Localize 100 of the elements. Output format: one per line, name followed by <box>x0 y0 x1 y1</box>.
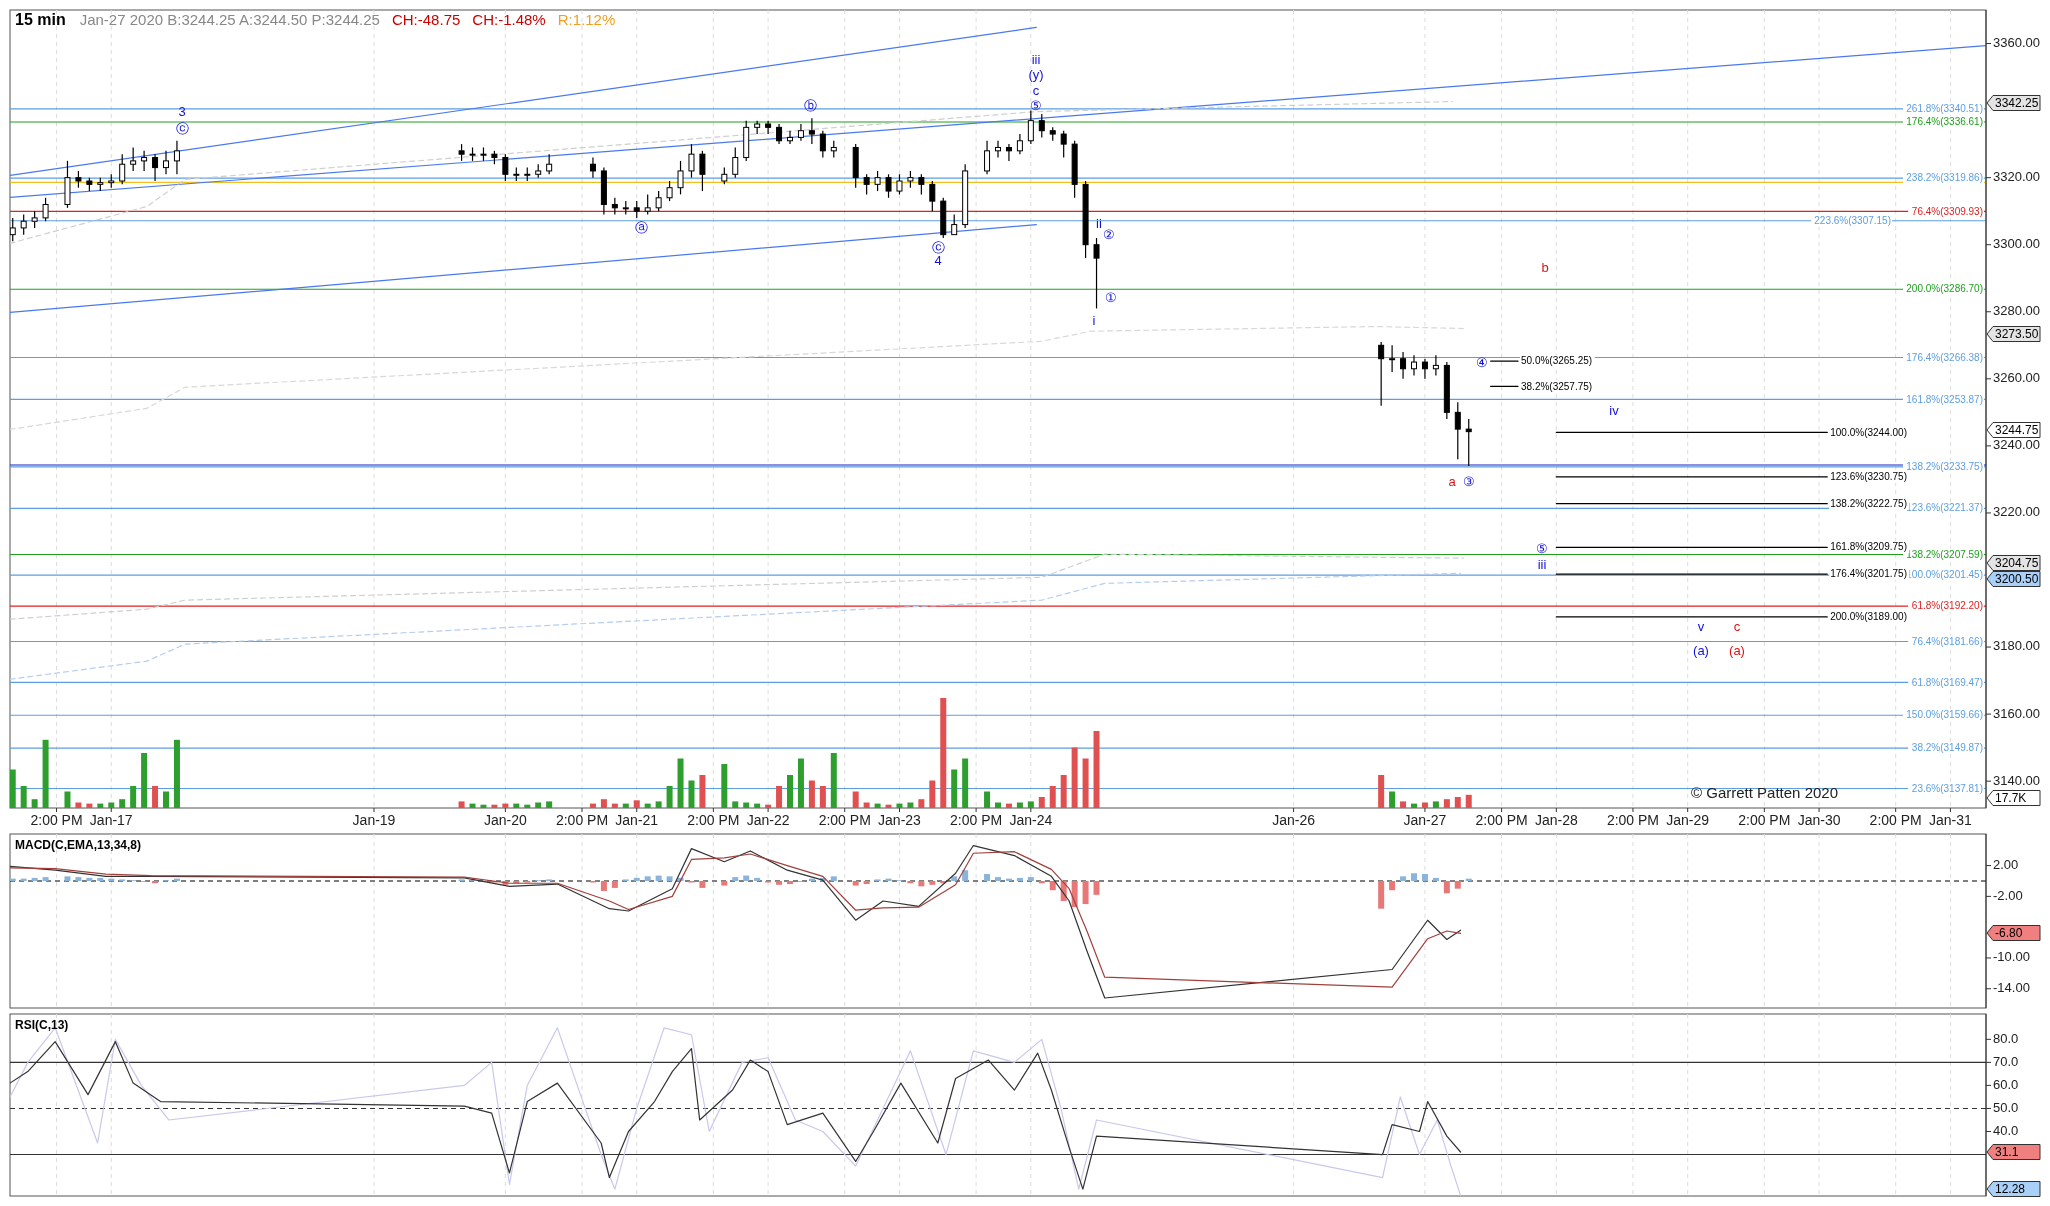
annotation: ⓑ <box>803 98 817 114</box>
y-tick-label: 3160.00 <box>1993 705 2040 721</box>
y-tick-label: 3180.00 <box>1993 638 2040 654</box>
ref-line-label: 238.2%(3319.86) <box>1906 172 1983 184</box>
x-tick-label: 2:00 PM <box>1738 812 1791 828</box>
y-tick-label: 3240.00 <box>1993 437 2040 453</box>
x-tick-label: 2:00 PM <box>30 812 83 828</box>
annotation: i <box>1092 313 1096 329</box>
series-label: 38.2%(3257.75) <box>1521 380 1593 392</box>
y-tick-label: 40.0 <box>1993 1122 2019 1138</box>
x-tick-label: Jan-17 <box>89 812 133 828</box>
series-label: 138.2%(3222.75) <box>1830 497 1907 509</box>
ref-line-label: 38.2%(3149.87) <box>1911 742 1983 754</box>
y-tick-label: 60.0 <box>1993 1076 2019 1092</box>
ref-line-label: 176.4%(3266.38) <box>1906 351 1983 363</box>
text: 3342.25 <box>1995 95 2039 110</box>
ref-line-label: 138.2%(3207.59) <box>1906 548 1983 560</box>
x-tick-label: Jan-26 <box>1272 812 1316 828</box>
series-label: 161.8%(3209.75) <box>1830 541 1907 553</box>
x-tick-label: Jan-24 <box>1009 812 1053 828</box>
ref-line-label: 61.8%(3169.47) <box>1911 676 1983 688</box>
x-tick-label: Jan-20 <box>483 812 527 828</box>
annotation: c <box>1032 83 1040 99</box>
x-tick-label: Jan-19 <box>352 812 396 828</box>
annotation: ② <box>1103 227 1115 243</box>
x-tick-label: 2:00 PM <box>687 812 740 828</box>
ref-line-label: 123.6%(3221.37) <box>1906 502 1983 514</box>
y-tick-label: 3360.00 <box>1993 34 2040 50</box>
y-tick-label: 80.0 <box>1993 1030 2019 1046</box>
annotation: ii <box>1096 216 1102 232</box>
ref-line-label: 176.4%(3336.61) <box>1906 116 1983 128</box>
series-label: 100.0%(3244.00) <box>1830 426 1907 438</box>
annotation: © Garrett Patten 2020 <box>1691 784 1838 801</box>
ref-line-label: 23.6%(3137.81) <box>1911 782 1983 794</box>
x-tick-label: 2:00 PM <box>1606 812 1660 828</box>
annotation: ⓒ <box>175 121 189 137</box>
annotation: ⓐ <box>634 220 648 236</box>
annotation: ⑤ <box>1030 98 1042 114</box>
annotation: R:1.12% <box>557 11 616 28</box>
ref-line-label: 200.0%(3286.70) <box>1906 283 1983 295</box>
x-tick-label: 2:00 PM <box>1869 812 1922 828</box>
annotation: ① <box>1105 290 1117 306</box>
x-tick-label: Jan-30 <box>1797 812 1841 828</box>
y-tick-label: -10.00 <box>1993 949 2030 965</box>
y-tick-label: 3140.00 <box>1993 772 2040 788</box>
y-tick-label: 50.0 <box>1993 1099 2019 1115</box>
x-tick-label: 2:00 PM <box>818 812 871 828</box>
x-tick-label: Jan-28 <box>1534 812 1578 828</box>
x-tick-label: Jan-29 <box>1666 812 1710 828</box>
chart-title: 15 min <box>15 11 66 28</box>
x-tick-label: Jan-21 <box>615 812 659 828</box>
annotation: iii <box>1031 52 1041 68</box>
y-tick-label: 3260.00 <box>1993 370 2040 386</box>
text: 31.1 <box>1995 1144 2019 1159</box>
x-tick-label: Jan-22 <box>746 812 790 828</box>
x-tick-label: Jan-31 <box>1929 812 1973 828</box>
x-tick-label: Jan-27 <box>1403 812 1447 828</box>
ref-line-label: 100.0%(3201.45) <box>1906 569 1983 581</box>
y-tick-label: -2.00 <box>1993 887 2023 903</box>
annotation: CH:-48.75 <box>391 11 461 28</box>
series-label: 176.4%(3201.75) <box>1830 568 1907 580</box>
ref-line-label: 223.6%(3307.15) <box>1814 214 1891 226</box>
ref-line-label: 138.2%(3233.75) <box>1906 460 1983 472</box>
y-tick-label: 3280.00 <box>1993 303 2040 319</box>
annotation: ③ <box>1463 474 1475 490</box>
annotation: (a) <box>1693 643 1709 659</box>
ref-line-label: 76.4%(3309.93) <box>1911 205 1983 217</box>
ref-line-label: 150.0%(3159.66) <box>1906 709 1983 721</box>
y-tick-label: 2.00 <box>1993 857 2019 872</box>
annotation: a <box>1448 474 1457 490</box>
series-label: 200.0%(3189.00) <box>1830 611 1907 623</box>
x-tick-label: 2:00 PM <box>555 812 609 828</box>
text: 3273.50 <box>1995 326 2039 341</box>
ref-line-label: 76.4%(3181.66) <box>1911 635 1983 647</box>
series-label: 123.6%(3230.75) <box>1830 471 1907 483</box>
chart-title: RSI(C,13) <box>15 1018 69 1032</box>
chart-subtitle: Jan-27 2020 B:3244.25 A:3244.50 P:3244.25 <box>79 11 380 28</box>
annotation: CH:-1.48% <box>472 11 546 28</box>
y-tick-label: 3220.00 <box>1993 504 2040 520</box>
annotation: c <box>1733 619 1741 635</box>
y-tick-label: -14.00 <box>1993 980 2030 996</box>
x-tick-label: Jan-23 <box>878 812 922 828</box>
text: 3204.75 <box>1995 555 2039 570</box>
text: 3200.50 <box>1995 571 2039 586</box>
ref-line-label: 61.8%(3192.20) <box>1911 600 1983 612</box>
annotation: b <box>1541 260 1549 276</box>
ref-line-label: 261.8%(3340.51) <box>1906 103 1983 115</box>
annotation: (a) <box>1729 643 1745 659</box>
y-tick-label: 3320.00 <box>1993 169 2040 185</box>
text: 12.28 <box>1995 1181 2026 1196</box>
ref-line-label: 161.8%(3253.87) <box>1906 393 1983 405</box>
annotation: ⑤ <box>1536 541 1548 557</box>
chart-title: MACD(C,EMA,13,34,8) <box>15 838 142 852</box>
annotation: ⓒ <box>931 240 945 256</box>
y-tick-label: 70.0 <box>1993 1053 2019 1069</box>
text: -6.80 <box>1995 925 2023 940</box>
text: 17.7K <box>1995 790 2027 805</box>
annotation: iv <box>1609 403 1620 419</box>
annotation: ④ <box>1476 355 1488 371</box>
annotation: 4 <box>934 253 942 269</box>
